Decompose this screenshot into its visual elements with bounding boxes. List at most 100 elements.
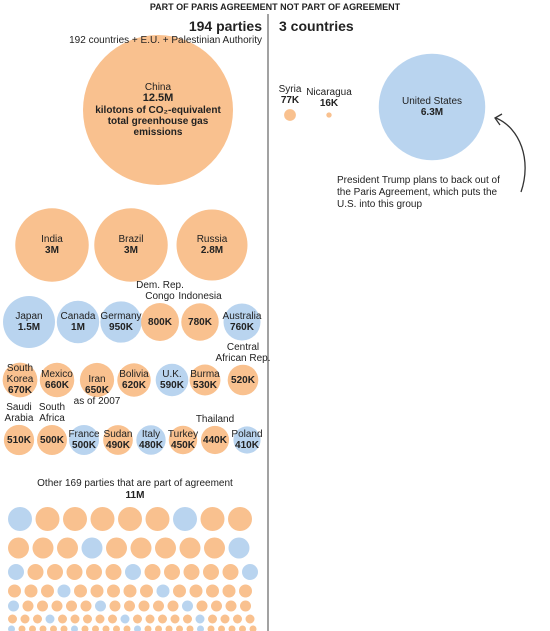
small-bubble — [204, 537, 225, 559]
bubble — [136, 425, 166, 455]
small-bubble — [140, 584, 153, 598]
small-bubble — [200, 507, 225, 531]
value-label: 1.5M — [17, 321, 41, 333]
small-bubble — [70, 614, 80, 624]
small-bubble — [240, 600, 251, 612]
small-bubble — [33, 614, 42, 624]
small-bubble — [51, 600, 63, 612]
bubble — [68, 424, 100, 455]
value-label: 660K — [45, 379, 69, 391]
group-title: 194 parties — [188, 18, 262, 34]
bubble — [15, 208, 89, 282]
value-label: 620K — [122, 379, 146, 391]
bubble — [103, 425, 133, 455]
small-bubble — [133, 614, 142, 624]
country-name: Brazil — [118, 233, 144, 245]
small-bubble — [197, 625, 204, 631]
small-bubble — [173, 507, 197, 531]
small-bubble — [80, 600, 92, 612]
bubble-label: India 3M — [12, 208, 91, 281]
small-bubble — [35, 507, 60, 531]
value-label: 6.3M — [420, 106, 444, 118]
bubble-label: Sudan 490K — [98, 425, 138, 455]
small-bubble — [145, 614, 155, 624]
bubble-label: Poland 410K — [227, 426, 267, 453]
country-name: Syria — [278, 84, 302, 96]
bubble — [284, 109, 296, 121]
small-bubble — [41, 584, 54, 598]
small-bubble — [45, 614, 55, 624]
bubble — [176, 209, 248, 281]
small-bubble — [196, 600, 208, 612]
small-bubble — [74, 584, 87, 598]
title-right: NOT PART OF AGREEMENT — [280, 2, 401, 12]
small-bubble — [8, 507, 32, 531]
small-bubble — [8, 564, 24, 580]
bubble — [94, 208, 168, 282]
value-label: 450K — [171, 439, 195, 451]
country-name: France — [68, 428, 100, 440]
bubble-label: Brazil 3M — [91, 208, 170, 281]
small-bubble — [203, 564, 219, 580]
small-bubble — [211, 600, 222, 612]
small-bubble — [71, 625, 78, 631]
small-bubble — [173, 584, 186, 598]
small-bubble — [228, 507, 252, 531]
bubble — [189, 364, 221, 396]
small-bubble — [207, 625, 215, 631]
country-name: United States — [401, 95, 463, 107]
other-text: Other 169 parties that are part of agree… — [37, 478, 233, 489]
small-bubble — [249, 625, 257, 631]
country-name: Canada — [60, 310, 96, 322]
small-bubble — [24, 584, 38, 598]
country-name: Burma — [190, 368, 220, 380]
small-bubble — [167, 600, 179, 612]
small-bubble — [57, 537, 78, 559]
country-name: Nicaragua — [306, 87, 352, 99]
bubble-label: South Korea 670K — [2, 363, 38, 398]
bubble-label: France 500K — [64, 425, 104, 455]
country-name: Iran — [88, 374, 106, 386]
small-bubble — [134, 625, 141, 631]
small-bubble — [109, 600, 121, 612]
title-left: PART OF PARIS AGREEMENT — [149, 2, 278, 12]
small-bubble — [95, 600, 106, 612]
small-bubble — [83, 614, 92, 624]
small-bubble — [8, 614, 17, 624]
small-bubble — [239, 625, 246, 631]
small-bubble — [218, 625, 225, 631]
value-label: 510K — [7, 434, 31, 446]
value-label: 2.8M — [200, 244, 224, 256]
bubble-label: Turkey 450K — [163, 426, 203, 454]
small-bubble — [8, 584, 21, 598]
bubble — [168, 425, 198, 455]
small-bubble — [90, 584, 104, 598]
small-bubble — [170, 614, 180, 624]
arrow-head — [494, 113, 503, 126]
small-bubble — [92, 625, 99, 631]
bubble — [155, 363, 189, 397]
small-bubble — [118, 507, 142, 531]
bubble — [79, 362, 115, 398]
small-bubble — [186, 625, 194, 631]
small-bubble — [102, 625, 110, 631]
bubble — [233, 426, 261, 454]
top-title: PART OF PARIS AGREEMENT NOT PART OF AGRE… — [0, 2, 550, 12]
bubble-label: Italy 480K — [131, 425, 171, 454]
country-name: Turkey — [167, 428, 199, 440]
small-bubble — [164, 564, 180, 580]
small-bubble — [20, 614, 30, 624]
value-label: 800K — [148, 316, 172, 328]
value-label: 440K — [203, 434, 227, 446]
value-label: 650K — [85, 385, 109, 397]
bubble — [3, 296, 55, 348]
small-bubble — [155, 537, 176, 559]
small-bubble — [123, 584, 137, 598]
small-bubble — [182, 600, 193, 612]
value-label: 1M — [71, 321, 85, 333]
bubble-label: U.K. 590K — [152, 364, 192, 397]
country-name: Poland — [231, 428, 263, 440]
bubble-label: Burma 530K — [185, 365, 225, 396]
country-name: Russia — [196, 233, 228, 245]
